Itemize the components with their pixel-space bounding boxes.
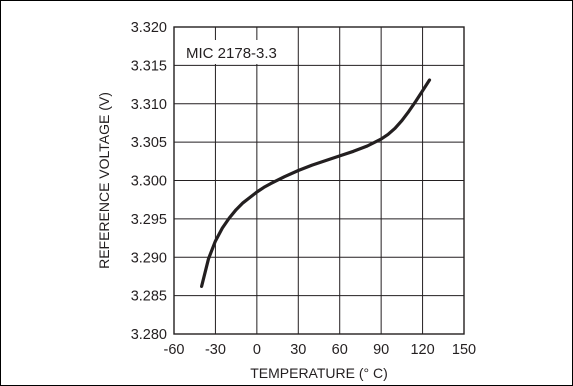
y-tick-label: 3.310 — [131, 97, 167, 113]
y-tick-label: 3.295 — [131, 212, 167, 228]
y-tick-label: 3.305 — [131, 135, 167, 151]
plot-area — [173, 26, 465, 335]
y-axis-title: REFERENCE VOLTAGE (V) — [96, 92, 112, 269]
x-tick-label: 30 — [290, 342, 306, 358]
y-tick-label: 3.285 — [131, 289, 167, 305]
y-tick-label: 3.290 — [131, 250, 167, 266]
y-tick-labels: 3.280 3.285 3.290 3.295 3.300 3.305 3.310 3.315… — [131, 20, 167, 343]
x-tick-label: 120 — [410, 342, 434, 358]
x-tick-label: 90 — [373, 342, 389, 358]
chart-annotation: MIC 2178-3.3 — [186, 45, 277, 62]
x-axis-title: TEMPERATURE (° C) — [250, 365, 388, 381]
x-tick-labels: -60 -30 0 30 60 90 120 150 — [164, 342, 477, 358]
y-tick-label: 3.280 — [131, 327, 167, 343]
y-tick-label: 3.320 — [131, 20, 167, 36]
x-tick-label: 60 — [332, 342, 348, 358]
x-tick-label: -60 — [164, 342, 185, 358]
x-tick-label: 0 — [253, 342, 261, 358]
x-tick-label: 150 — [452, 342, 476, 358]
x-tick-label: -30 — [205, 342, 226, 358]
y-tick-label: 3.315 — [131, 58, 167, 74]
series-line — [200, 78, 432, 288]
grid — [174, 27, 464, 334]
y-tick-label: 3.300 — [131, 174, 167, 190]
annotation-background — [182, 40, 283, 64]
